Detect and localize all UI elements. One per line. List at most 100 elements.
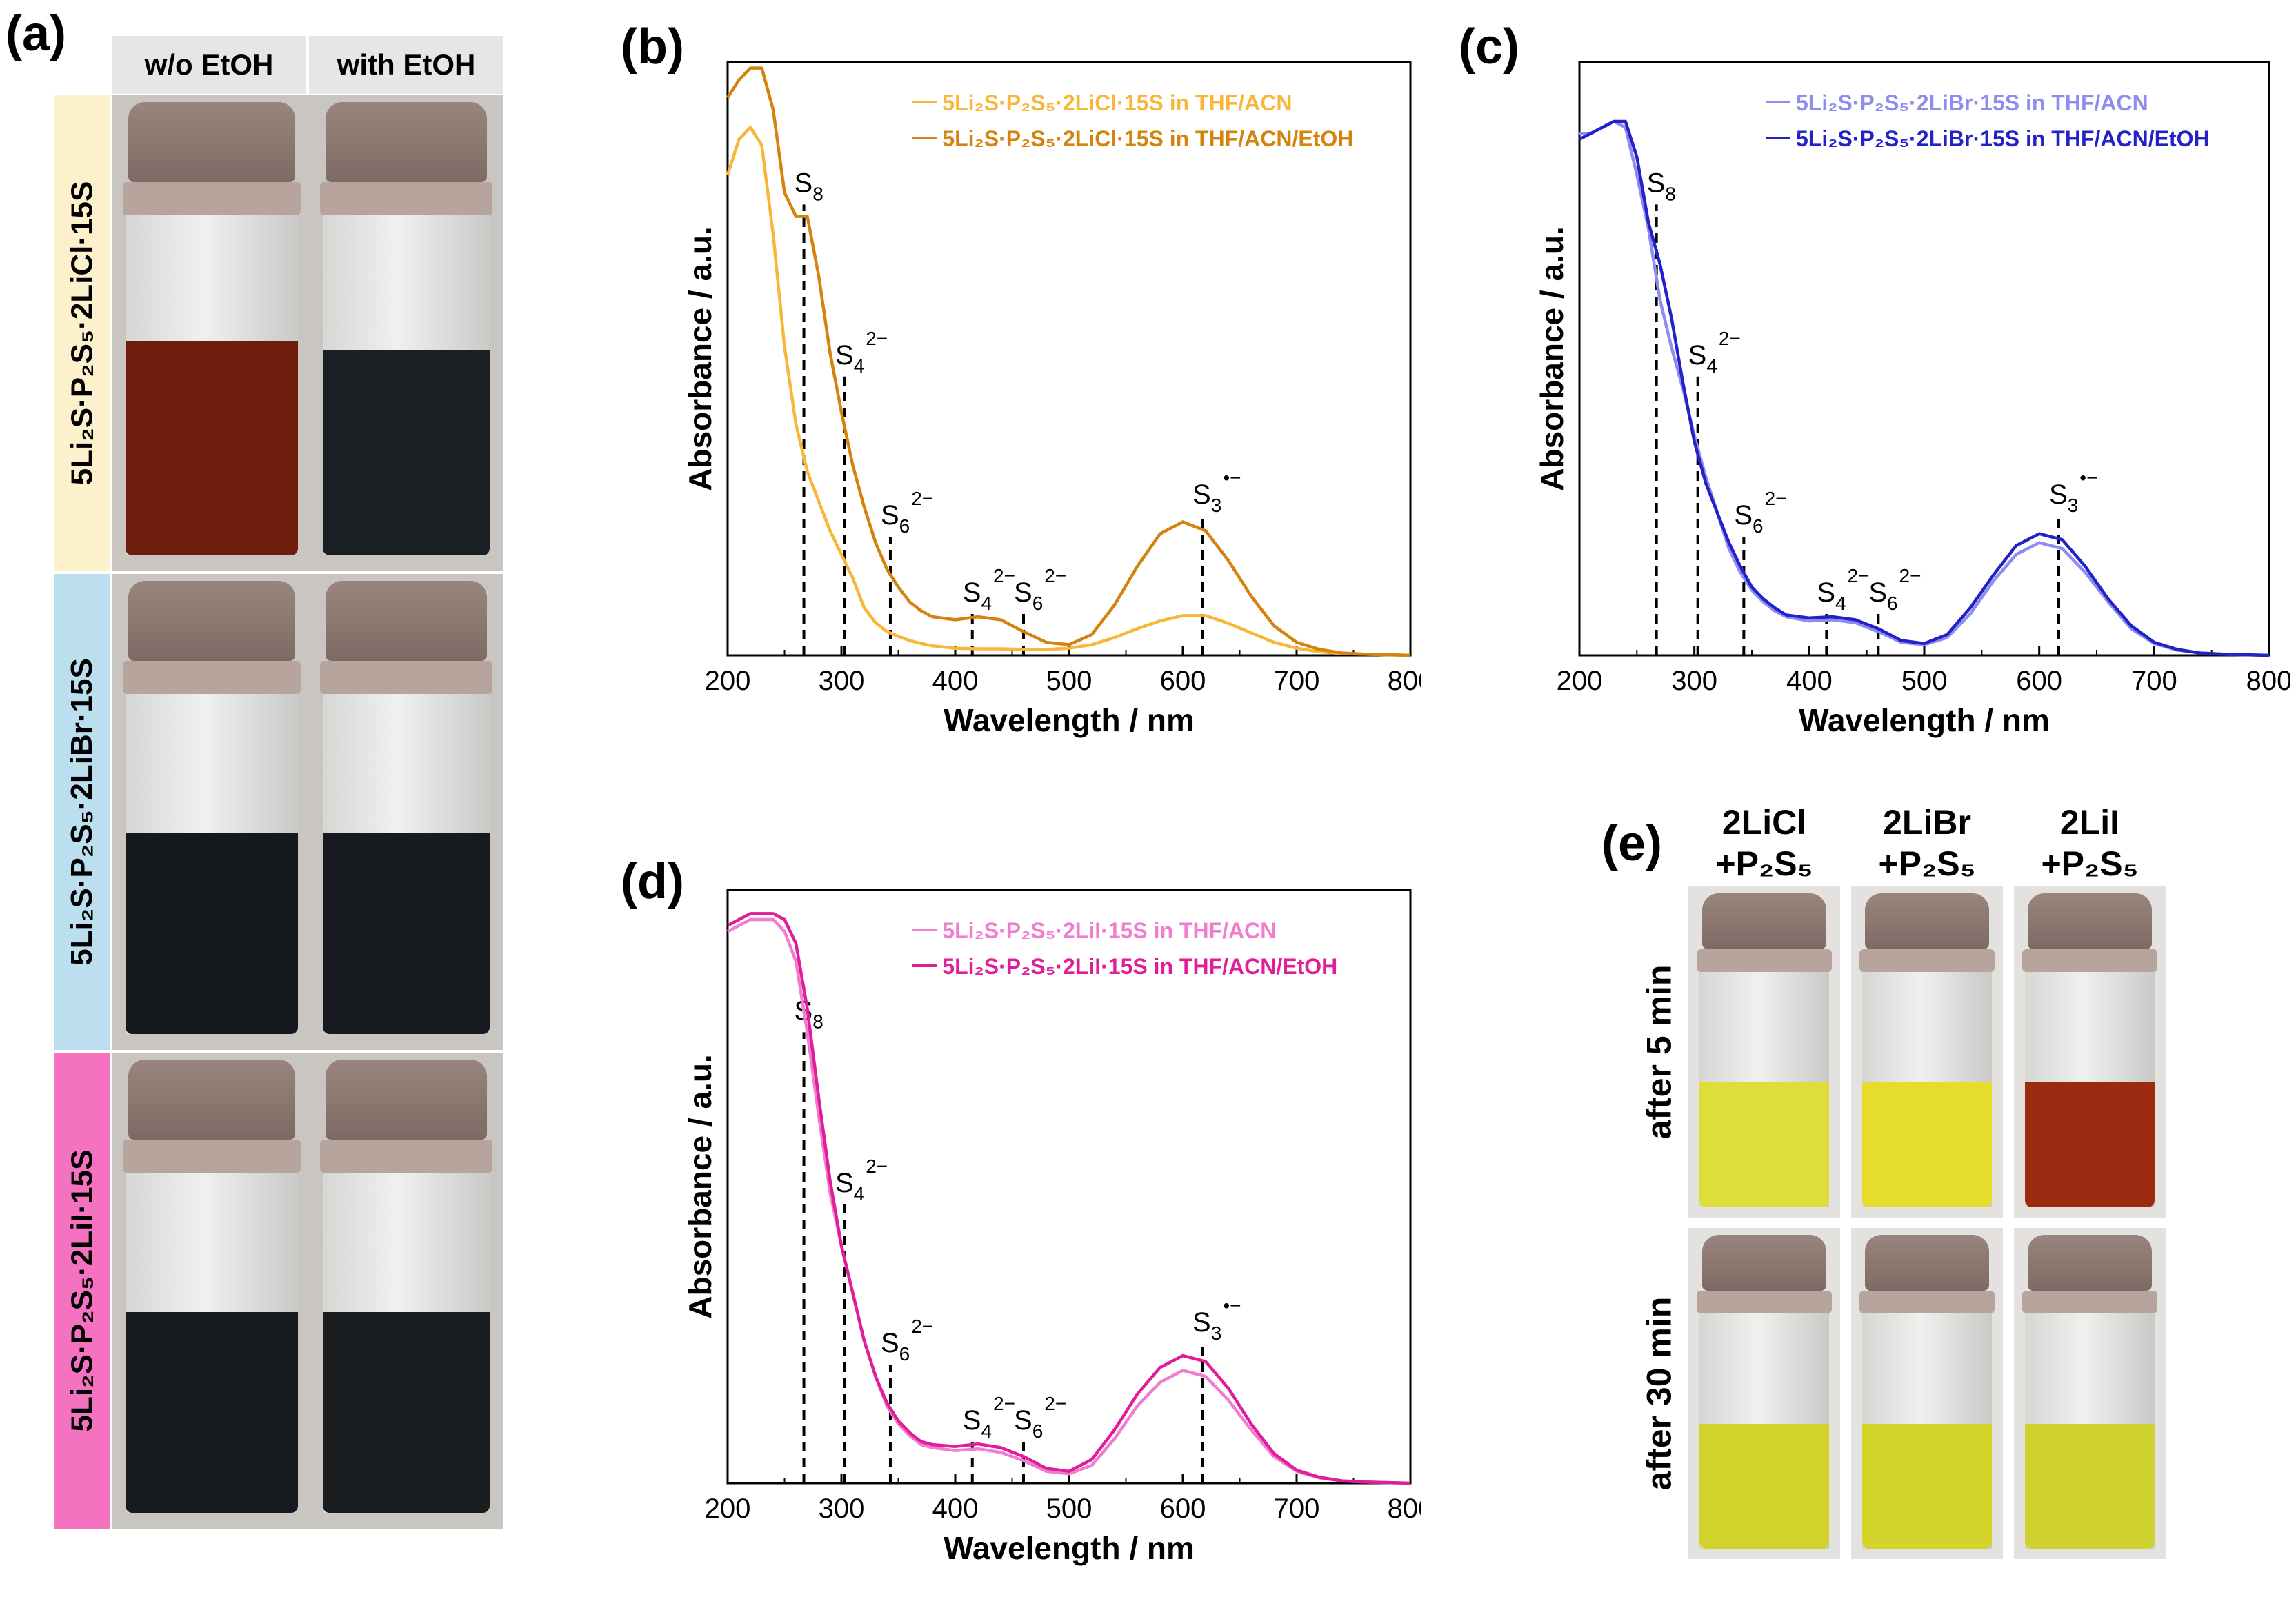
- vial-cap-band: [123, 661, 301, 695]
- species-marker-label: S62−: [881, 1316, 933, 1365]
- panel-e-col-header: 2LiI +P₂S₅: [2000, 802, 2179, 884]
- x-tick-label: 400: [1786, 666, 1833, 696]
- vial-liquid: [1862, 1082, 1992, 1208]
- species-superscript: 2−: [1765, 488, 1787, 509]
- species-letter: S: [1817, 577, 1835, 608]
- panel-e-col-header: 2LiBr +P₂S₅: [1837, 802, 2017, 884]
- chart-panel-letter: (d): [621, 854, 684, 909]
- species-marker-label: S42−: [1688, 328, 1741, 377]
- species-subscript: 4: [981, 1420, 992, 1442]
- species-marker-label: S8: [1647, 168, 1676, 204]
- vial-liquid: [1699, 1424, 1829, 1549]
- species-marker-label: S42−: [835, 1155, 888, 1204]
- vial-cap-band: [1697, 949, 1832, 972]
- species-superscript: 2−: [866, 1155, 888, 1177]
- species-subscript: 4: [981, 593, 992, 614]
- legend-entry: 5Li₂S·P₂S₅·2LiCl·15S in THF/ACN/EtOH: [942, 126, 1353, 151]
- vial-cap-band: [2022, 1290, 2157, 1313]
- species-superscript: 2−: [993, 565, 1015, 586]
- plot-frame: [1578, 61, 2270, 657]
- vial-cap: [128, 1060, 295, 1140]
- row-label-text: 5Li₂S·P₂S₅·2LiI·15S: [65, 1149, 99, 1432]
- species-marker-label: S42−: [835, 328, 888, 377]
- panel-a-row-label: 5Li₂S·P₂S₅·2LiCl·15S: [54, 95, 110, 571]
- vial-cap-band: [320, 182, 492, 216]
- species-superscript: •−: [1223, 1295, 1241, 1316]
- species-subscript: 3: [1211, 1322, 1222, 1344]
- x-tick-label: 500: [1046, 666, 1092, 696]
- panel-e-col-header-line: +P₂S₅: [2041, 844, 2139, 883]
- vial-cap-band: [2022, 949, 2157, 972]
- vial-cap: [1865, 893, 1989, 949]
- vial-liquid: [323, 350, 490, 555]
- species-subscript: 8: [812, 1011, 823, 1032]
- x-tick-label: 800: [2246, 666, 2290, 696]
- species-marker-label: S62−: [1014, 1393, 1066, 1442]
- x-axis-label: Wavelength / nm: [944, 702, 1195, 738]
- legend-entry: 5Li₂S·P₂S₅·2LiBr·15S in THF/ACN/EtOH: [1796, 126, 2210, 151]
- vial-cap-band: [123, 182, 301, 216]
- series-line: [1578, 119, 2270, 657]
- species-letter: S: [963, 577, 981, 608]
- species-subscript: 4: [1706, 355, 1717, 377]
- species-subscript: 6: [1032, 593, 1044, 614]
- species-letter: S: [795, 168, 813, 198]
- row-label-text: 5Li₂S·P₂S₅·2LiBr·15S: [65, 658, 99, 966]
- panel-e-row-label: after 30 min: [1635, 1228, 1683, 1559]
- species-marker-label: S62−: [1868, 565, 1921, 614]
- y-axis-label: Absorbance / a.u.: [682, 226, 718, 490]
- panel-e-col-header: 2LiCl +P₂S₅: [1675, 802, 1854, 884]
- vial-liquid: [126, 340, 298, 555]
- species-letter: S: [835, 340, 854, 370]
- species-subscript: 6: [899, 515, 910, 537]
- vial-cap: [326, 581, 487, 662]
- vial-cap-band: [1859, 1290, 1995, 1313]
- species-superscript: 2−: [1848, 565, 1870, 586]
- x-tick-label: 200: [705, 1494, 751, 1524]
- species-superscript: 2−: [911, 1316, 933, 1337]
- panel-e-col-header-line: +P₂S₅: [1878, 844, 1976, 883]
- vial-cap: [128, 581, 295, 662]
- chart-b: (b) 200 300 400 500 600 700 800 Wavelength / nm A…: [621, 19, 1421, 738]
- x-tick-label: 800: [1388, 666, 1421, 696]
- series-line: [726, 126, 1411, 657]
- vial-cap-band: [320, 661, 492, 695]
- panel-e-col-header-line: +P₂S₅: [1715, 844, 1813, 883]
- vial-liquid: [2025, 1082, 2155, 1208]
- species-subscript: 4: [854, 1183, 865, 1204]
- x-tick-label: 700: [1274, 1494, 1320, 1524]
- species-marker-label: S3•−: [1192, 467, 1241, 516]
- species-superscript: 2−: [993, 1393, 1015, 1414]
- chart-panel-letter: (b): [621, 19, 684, 75]
- vial-liquid: [323, 833, 490, 1034]
- species-marker-label: S62−: [881, 488, 933, 537]
- panel-e-col-header-line: 2LiCl: [1721, 803, 1807, 842]
- species-marker-label: S42−: [1817, 565, 1869, 614]
- vial-cap: [128, 102, 295, 183]
- vial-cap: [1702, 1235, 1826, 1291]
- vial-cap-band: [1697, 1290, 1832, 1313]
- x-tick-label: 300: [819, 1494, 865, 1524]
- vial-liquid: [126, 1312, 298, 1513]
- legend-entry: 5Li₂S·P₂S₅·2LiBr·15S in THF/ACN: [1796, 90, 2148, 115]
- y-axis-label: Absorbance / a.u.: [682, 1054, 718, 1318]
- species-subscript: 6: [1032, 1420, 1044, 1442]
- series-line: [726, 917, 1411, 1485]
- species-subscript: 4: [854, 355, 865, 377]
- species-superscript: 2−: [1899, 565, 1921, 586]
- series-line: [726, 912, 1411, 1485]
- x-axis-label: Wavelength / nm: [1799, 702, 2050, 738]
- species-letter: S: [881, 500, 899, 530]
- species-letter: S: [1868, 577, 1887, 608]
- x-tick-label: 600: [1160, 666, 1206, 696]
- legend-entry: 5Li₂S·P₂S₅·2LiCl·15S in THF/ACN: [942, 90, 1292, 115]
- chart-d: (d) 200 300 400 500 600 700 800 Wavelength / nm A…: [621, 854, 1421, 1566]
- species-subscript: 8: [1665, 183, 1676, 204]
- species-marker-label: S3•−: [1192, 1295, 1241, 1344]
- species-subscript: 6: [1887, 593, 1898, 614]
- vial-cap-band: [320, 1140, 492, 1173]
- vial-liquid: [126, 833, 298, 1034]
- vial-cap: [326, 102, 487, 183]
- x-tick-label: 700: [1274, 666, 1320, 696]
- species-letter: S: [963, 1405, 981, 1436]
